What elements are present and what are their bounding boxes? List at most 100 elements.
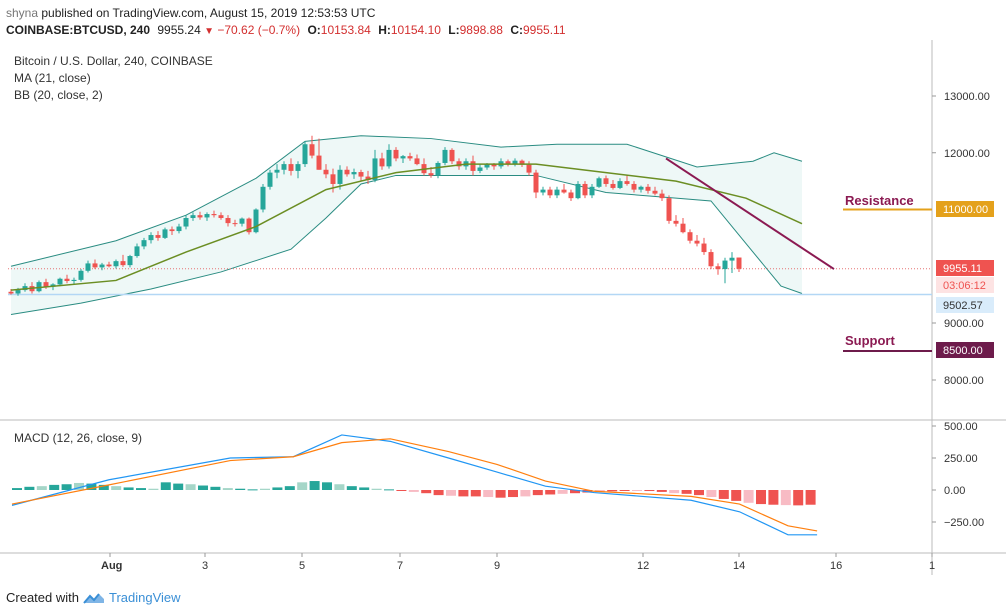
macd-histogram-bar (148, 488, 159, 490)
candle-body (204, 214, 210, 218)
candle-body (15, 290, 21, 294)
macd-tick-label: 0.00 (944, 485, 965, 497)
macd-histogram-bar (309, 481, 320, 490)
macd-histogram-bar (694, 490, 704, 496)
support-price-tag: 8500.00 (943, 345, 983, 357)
candle-body (519, 160, 525, 165)
candle-body (512, 160, 518, 165)
trendline (665, 157, 835, 270)
publisher-name[interactable]: shyna (6, 6, 39, 20)
candle-body (176, 226, 182, 232)
macd-histogram-bar (36, 486, 47, 490)
candle-body (449, 149, 455, 162)
bb-legend[interactable]: BB (20, close, 2) (14, 88, 103, 102)
candle-body (694, 240, 700, 244)
candle-body (428, 173, 434, 176)
symbol-label[interactable]: COINBASE:BTCUSD, 240 (6, 23, 151, 37)
macd-histogram-bar (24, 486, 35, 490)
candle-body (491, 164, 497, 167)
candle-body (701, 243, 707, 253)
macd-histogram-bar (570, 490, 580, 494)
candle-body (218, 215, 224, 219)
candle-body (295, 164, 301, 171)
macd-histogram-bar (433, 490, 444, 496)
down-triangle-icon: ▼ (204, 26, 215, 37)
macd-histogram-bar (74, 482, 84, 490)
macd-histogram-bar (805, 490, 816, 505)
macd-histogram-bar (619, 490, 630, 491)
macd-histogram-bar (384, 489, 394, 491)
x-tick-label: Aug (101, 560, 122, 572)
candle-body (708, 252, 714, 267)
candle-body (43, 282, 49, 287)
macd-legend[interactable]: MACD (12, 26, close, 9) (14, 431, 143, 445)
macd-histogram-bar (408, 490, 419, 492)
tradingview-logo-icon (83, 592, 104, 604)
open-label: O: (307, 23, 321, 37)
macd-histogram-bar (681, 490, 692, 494)
macd-histogram-bar (98, 484, 109, 490)
macd-histogram-bar (793, 490, 804, 506)
macd-line (11, 434, 818, 536)
candle-body (603, 178, 609, 184)
y-tick-label: 12000.00 (944, 148, 990, 160)
x-tick-label: 7 (397, 560, 403, 572)
candle-body (281, 164, 287, 170)
candle-body (414, 158, 420, 165)
candle-body (358, 172, 364, 177)
candle-body (120, 261, 126, 266)
macd-histogram-bar (421, 490, 432, 494)
macd-histogram-bar (272, 487, 283, 490)
candle-body (456, 161, 462, 167)
close-label: C: (510, 23, 523, 37)
macd-histogram-bar (756, 490, 766, 505)
candle-body (57, 278, 63, 285)
macd-histogram-bar (334, 484, 345, 490)
high-value: 10154.10 (390, 23, 441, 37)
macd-histogram-bar (532, 490, 543, 496)
publish-info: shyna published on TradingView.com, Augu… (6, 6, 375, 20)
candle-body (344, 169, 350, 175)
open-value: 10153.84 (320, 23, 371, 37)
candle-body (351, 172, 357, 175)
candle-body (169, 229, 175, 232)
macd-histogram-bar (495, 490, 506, 498)
candle-body (225, 218, 231, 224)
macd-histogram-bar (111, 486, 122, 490)
candle-body (239, 218, 245, 224)
candle-body (372, 158, 378, 180)
candle-body (589, 186, 595, 196)
macd-histogram-bar (768, 490, 779, 505)
macd-histogram-bar (235, 488, 246, 490)
candle-body (582, 183, 588, 196)
candle-body (624, 181, 630, 184)
tradingview-brand[interactable]: TradingView (108, 590, 181, 605)
candle-body (274, 169, 280, 173)
candle-body (127, 256, 133, 266)
candle-body (736, 257, 742, 269)
x-tick-label: 5 (299, 560, 305, 572)
candle-body (85, 263, 91, 271)
x-tick-label: 16 (830, 560, 842, 572)
macd-histogram-bar (346, 486, 357, 490)
candle-body (302, 144, 308, 165)
symbol-line: COINBASE:BTCUSD, 240 9955.24 ▼ −70.62 (−… (6, 23, 566, 37)
candle-body (666, 198, 672, 221)
ma-legend[interactable]: MA (21, close) (14, 71, 91, 85)
candle-body (309, 144, 315, 156)
low-price-tag: 9502.57 (943, 300, 983, 312)
macd-histogram-bar (260, 488, 270, 490)
candle-body (617, 181, 623, 188)
candle-body (36, 282, 42, 292)
candle-body (659, 193, 665, 199)
candle-body (386, 149, 392, 167)
low-label: L: (448, 23, 460, 37)
macd-histogram-bar (284, 486, 295, 490)
macd-histogram-bar (198, 485, 208, 490)
x-tick-label: 3 (202, 560, 208, 572)
x-tick-label: 1 (929, 560, 935, 572)
candle-body (680, 223, 686, 233)
macd-histogram-bar (371, 488, 382, 490)
candle-body (246, 218, 252, 233)
